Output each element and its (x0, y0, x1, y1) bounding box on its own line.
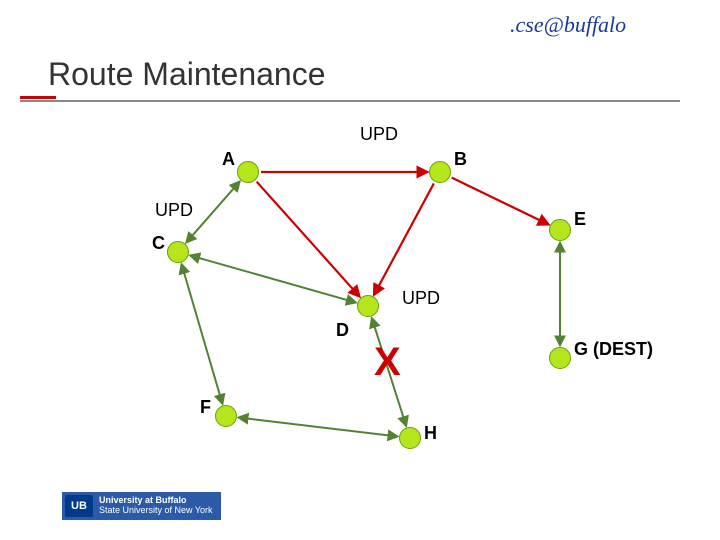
node-a (237, 161, 259, 183)
broken-link-x: X (374, 340, 401, 385)
node-label-h: H (424, 423, 437, 444)
node-g (549, 347, 571, 369)
edge-B-E (452, 178, 549, 225)
node-b (429, 161, 451, 183)
node-label-f: F (200, 397, 211, 418)
node-label-d: D (336, 320, 349, 341)
annotation-upd: UPD (155, 200, 193, 221)
edge-C-F (182, 264, 223, 403)
node-f (215, 405, 237, 427)
ub-footer-text: University at Buffalo State University o… (99, 496, 213, 516)
edge-F-H (239, 418, 397, 437)
node-h (399, 427, 421, 449)
node-c (167, 241, 189, 263)
cse-logo: .cse@buffalo (510, 12, 626, 38)
edge-B-D (374, 183, 434, 294)
edge-A-D (257, 182, 360, 297)
annotation-upd: UPD (360, 124, 398, 145)
node-label-a: A (222, 149, 235, 170)
edge-C-A (187, 182, 240, 242)
node-label-b: B (454, 149, 467, 170)
annotation-upd: UPD (402, 288, 440, 309)
title-rule-accent (20, 96, 56, 99)
node-label-c: C (152, 233, 165, 254)
node-e (549, 219, 571, 241)
ub-footer-logo: UB University at Buffalo State Universit… (62, 492, 221, 520)
node-d (357, 295, 379, 317)
ub-shield-icon: UB (65, 495, 93, 517)
node-label-e: E (574, 209, 586, 230)
slide-title: Route Maintenance (48, 56, 326, 93)
title-rule (20, 100, 680, 102)
node-label-g: G (DEST) (574, 339, 653, 360)
edge-C-D (191, 256, 356, 303)
